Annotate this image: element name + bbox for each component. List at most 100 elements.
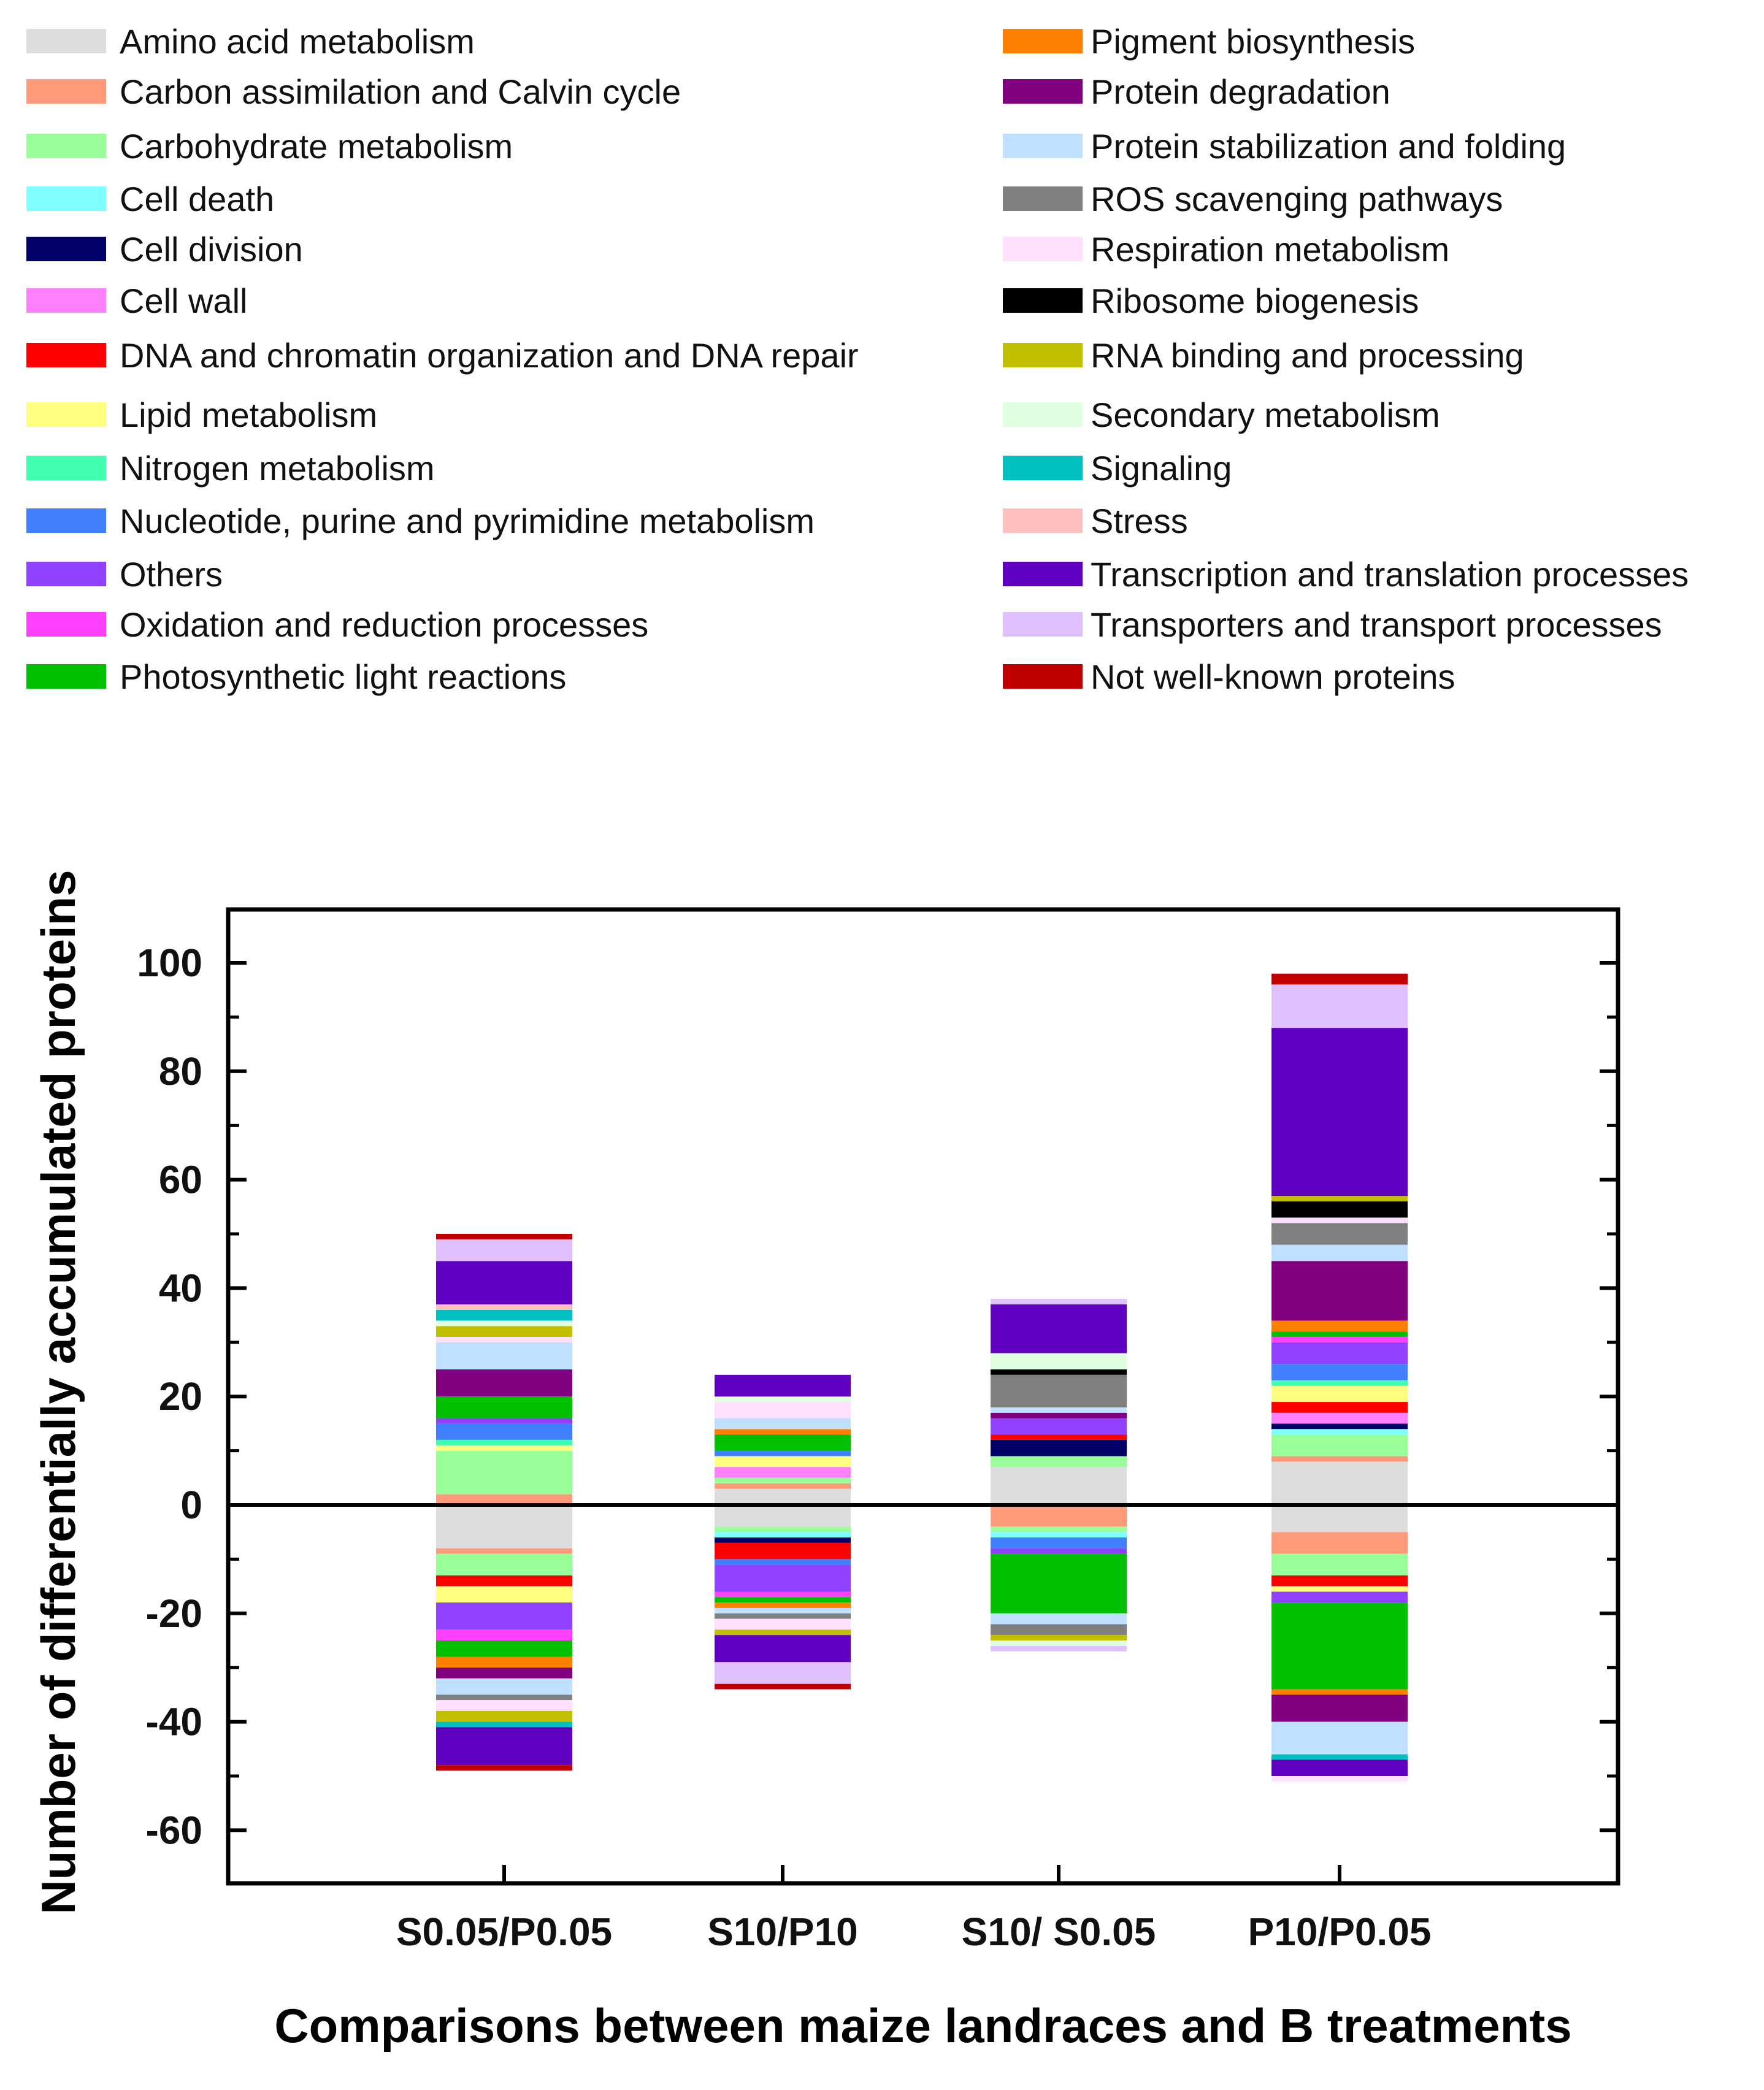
legend-swatch xyxy=(26,237,106,261)
bar-segment-negative xyxy=(436,1700,572,1711)
bar-segment-negative xyxy=(991,1537,1127,1548)
bar-segment-negative xyxy=(436,1721,572,1728)
legend-item: Transcription and translation processes xyxy=(1003,555,1689,594)
bar-segment-positive xyxy=(991,1369,1127,1375)
legend-item: Cell death xyxy=(26,180,274,218)
bar-segment-positive xyxy=(436,1309,572,1321)
legend-item: Secondary metabolism xyxy=(1003,396,1440,434)
legend-item: Nitrogen metabolism xyxy=(26,449,435,488)
bar-segment-negative xyxy=(436,1575,572,1587)
bar-segment-positive xyxy=(1271,1456,1408,1462)
bar-segment-positive xyxy=(991,1299,1127,1304)
bar-segment-negative xyxy=(715,1505,851,1527)
bar-segment-positive xyxy=(1271,1402,1408,1413)
bar-segment-positive xyxy=(436,1234,572,1239)
bar-segment-positive xyxy=(715,1434,851,1451)
bar-segment-negative xyxy=(1271,1694,1408,1722)
bar-segment-negative xyxy=(991,1613,1127,1625)
legend-label: Others xyxy=(120,555,223,594)
legend-label: Cell death xyxy=(120,180,274,218)
bar-segment-positive xyxy=(1271,1244,1408,1261)
x-tick-label: S0.05/P0.05 xyxy=(396,1910,612,1954)
bar-segment-positive xyxy=(715,1467,851,1478)
bar-segment-negative xyxy=(715,1559,851,1565)
x-tick-label: S10/ S0.05 xyxy=(962,1910,1156,1954)
legend-item: Signaling xyxy=(1003,449,1232,488)
bar-segment-positive xyxy=(1271,1364,1408,1380)
legend-label: RNA binding and processing xyxy=(1091,336,1524,375)
bar-segment-negative xyxy=(715,1564,851,1592)
bar-1 xyxy=(715,1374,851,1690)
legend-swatch xyxy=(1003,29,1083,53)
bar-segment-negative xyxy=(991,1624,1127,1636)
legend-label: Not well-known proteins xyxy=(1091,657,1455,696)
y-tick-label: -40 xyxy=(146,1700,203,1744)
bar-0 xyxy=(436,1234,572,1771)
legend-item: Stress xyxy=(1003,502,1188,540)
bar-segment-negative xyxy=(436,1667,572,1679)
legend-swatch xyxy=(26,134,106,158)
bar-segment-positive xyxy=(715,1450,851,1456)
bar-segment-positive xyxy=(715,1477,851,1483)
legend-item: Cell wall xyxy=(26,281,248,320)
x-axis-title: Comparisons between maize landraces and … xyxy=(274,1999,1571,2053)
bar-segment-positive xyxy=(1271,1196,1408,1201)
bars xyxy=(436,973,1408,1782)
bar-segment-positive xyxy=(1271,1434,1408,1456)
legend-item: Protein degradation xyxy=(1003,72,1390,111)
bar-segment-negative xyxy=(715,1597,851,1603)
bar-2 xyxy=(991,1299,1127,1652)
legend-item: Protein stabilization and folding xyxy=(1003,127,1566,166)
legend-swatch xyxy=(26,562,106,586)
bar-segment-positive xyxy=(715,1402,851,1418)
bar-segment-positive xyxy=(436,1445,572,1451)
bar-segment-positive xyxy=(436,1418,572,1424)
legend-label: Protein degradation xyxy=(1091,72,1390,111)
y-tick-label: 80 xyxy=(159,1049,202,1093)
legend-label: Pigment biosynthesis xyxy=(1091,22,1415,61)
legend-item: DNA and chromatin organization and DNA r… xyxy=(26,336,859,375)
bar-segment-positive xyxy=(991,1439,1127,1456)
legend-label: Respiration metabolism xyxy=(1091,230,1449,269)
bar-segment-positive xyxy=(1271,1223,1408,1245)
bar-segment-negative xyxy=(1271,1602,1408,1690)
bar-segment-positive xyxy=(1271,1385,1408,1403)
bar-segment-negative xyxy=(715,1662,851,1684)
legend-swatch xyxy=(1003,237,1083,261)
bar-segment-positive xyxy=(715,1374,851,1397)
legend-label: Lipid metabolism xyxy=(120,396,377,434)
bar-segment-positive xyxy=(1271,1380,1408,1386)
y-tick-label: 40 xyxy=(159,1266,202,1310)
bar-segment-negative xyxy=(991,1640,1127,1646)
bar-segment-positive xyxy=(1271,1320,1408,1332)
y-tick-label: 60 xyxy=(159,1158,202,1202)
legend-swatch xyxy=(1003,508,1083,533)
legend-label: Cell division xyxy=(120,230,303,269)
bar-segment-positive xyxy=(991,1412,1127,1418)
legend-item: Respiration metabolism xyxy=(1003,230,1449,269)
bar-segment-negative xyxy=(436,1656,572,1668)
y-axis-title: Number of differentially accumulated pro… xyxy=(31,870,85,1914)
legend-item: RNA binding and processing xyxy=(1003,336,1524,375)
bar-segment-positive xyxy=(991,1374,1127,1407)
legend: Amino acid metabolism Carbon assimilation… xyxy=(26,22,1689,696)
bar-segment-negative xyxy=(436,1765,572,1771)
bar-segment-negative xyxy=(436,1602,572,1630)
bar-segment-negative xyxy=(436,1553,572,1575)
bar-segment-positive xyxy=(991,1456,1127,1468)
bar-segment-positive xyxy=(1271,1412,1408,1424)
legend-item: Pigment biosynthesis xyxy=(1003,22,1415,61)
bar-segment-negative xyxy=(436,1710,572,1722)
y-tick-label: -20 xyxy=(146,1591,203,1636)
bar-segment-positive xyxy=(1271,1336,1408,1342)
legend-label: Nucleotide, purine and pyrimidine metabo… xyxy=(120,502,815,540)
legend-item: Ribosome biogenesis xyxy=(1003,281,1419,320)
legend-label: Signaling xyxy=(1091,449,1232,488)
legend-label: Carbon assimilation and Calvin cycle xyxy=(120,72,681,111)
legend-item: Nucleotide, purine and pyrimidine metabo… xyxy=(26,502,815,540)
legend-item: Cell division xyxy=(26,230,303,269)
y-tick-label: 100 xyxy=(137,941,202,985)
legend-label: Amino acid metabolism xyxy=(120,22,475,61)
bar-segment-positive xyxy=(436,1342,572,1369)
bar-segment-negative xyxy=(715,1635,851,1663)
